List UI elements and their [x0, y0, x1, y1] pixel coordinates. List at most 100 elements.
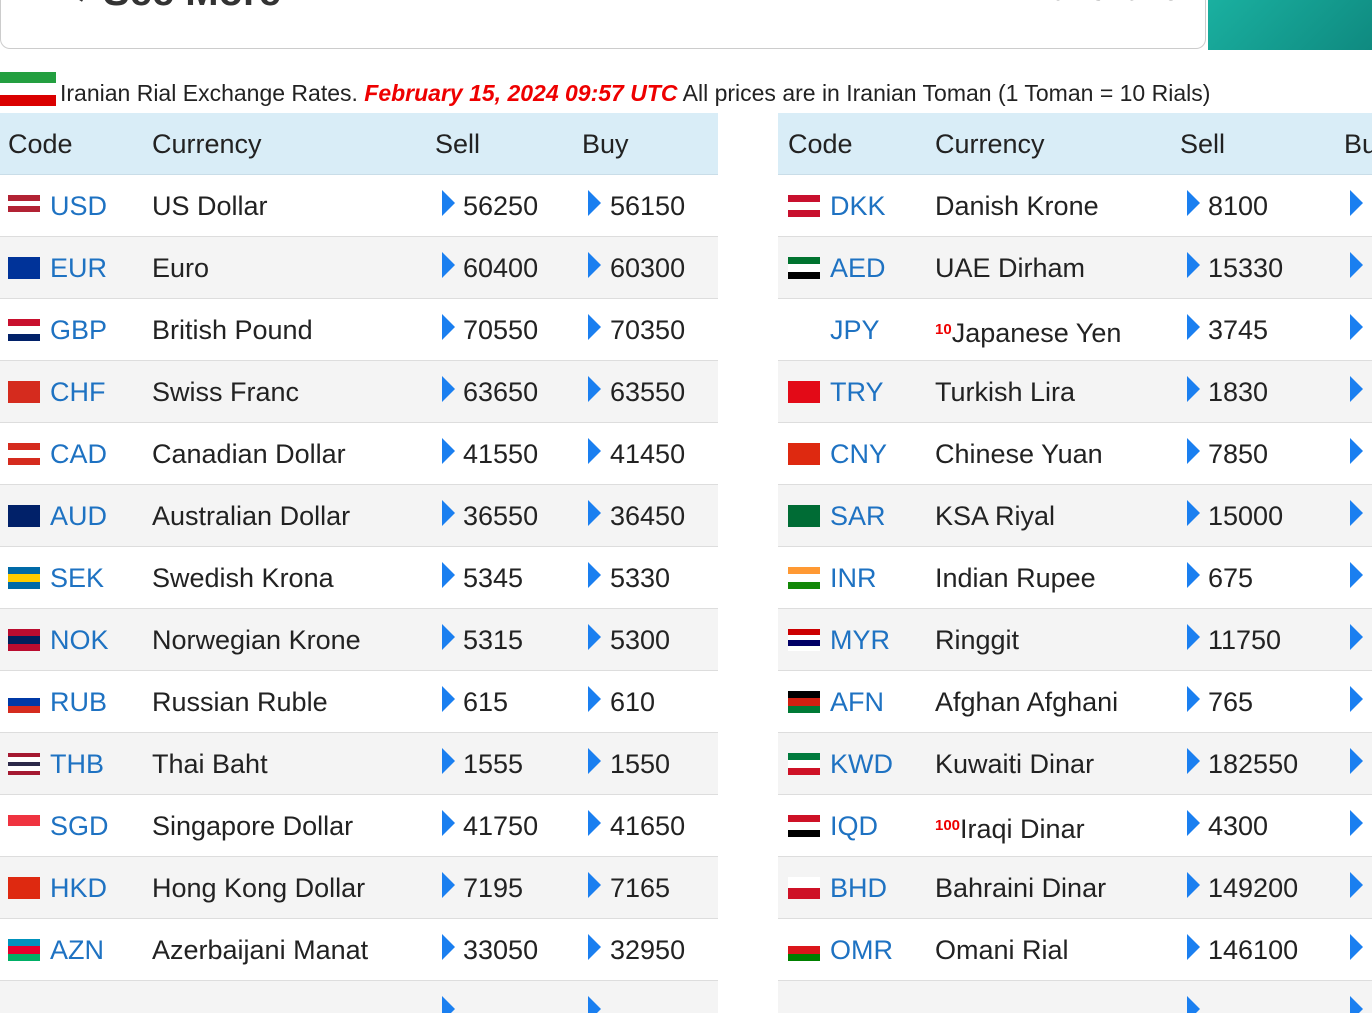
flag-stripe: [8, 761, 40, 767]
currency-label: Swiss Franc: [152, 377, 300, 407]
currency-code[interactable]: AUD: [50, 501, 108, 531]
flag-stripe: [8, 766, 40, 771]
currency-code[interactable]: USD: [50, 191, 108, 221]
currency-code[interactable]: JPY: [830, 315, 880, 345]
currency-code[interactable]: CNY: [830, 439, 888, 469]
trend-arrow: [442, 376, 455, 402]
currency-label: Norwegian Krone: [152, 625, 361, 655]
flag: [8, 257, 40, 279]
currency-label: Omani Rial: [935, 935, 1069, 965]
flag-stripe: [8, 200, 40, 206]
buy-price: 610: [610, 687, 656, 717]
flag-stripe: [788, 319, 820, 330]
currency-name: Bahraini Dinar: [935, 857, 1106, 919]
currency-code[interactable]: HKD: [50, 873, 108, 903]
flag: [788, 319, 820, 341]
currency-label: Kuwaiti Dinar: [935, 749, 1095, 779]
currency-code[interactable]: DKK: [830, 191, 886, 221]
currency-code[interactable]: AFN: [830, 687, 884, 717]
currency-code[interactable]: BHD: [830, 873, 888, 903]
flag-stripe: [788, 822, 820, 830]
trend-arrow: [1187, 438, 1200, 464]
sell-price: 7850: [1208, 439, 1269, 469]
currency-label: Australian Dollar: [152, 501, 351, 531]
currency-code[interactable]: CHF: [50, 377, 106, 407]
currency-code[interactable]: GBP: [50, 315, 108, 345]
trend-arrow: [442, 810, 455, 836]
currency-name: Chinese Yuan: [935, 423, 1103, 485]
currency-label: Thai Baht: [152, 749, 268, 779]
currency-code[interactable]: TRY: [830, 377, 884, 407]
column-header: Sell: [435, 129, 481, 159]
currency-code[interactable]: SEK: [50, 563, 105, 593]
sell-price: 615: [463, 687, 509, 717]
buy-price: 63550: [610, 377, 686, 407]
flag: [788, 877, 820, 899]
currency-code[interactable]: IQD: [830, 811, 879, 841]
flag-stripe: [8, 457, 40, 465]
flag: [8, 877, 40, 899]
currency-code[interactable]: OMR: [830, 935, 893, 965]
currency-code[interactable]: INR: [830, 563, 877, 593]
flag: [8, 815, 40, 837]
flag-stripe: [8, 319, 40, 327]
trend-arrow: [442, 934, 455, 960]
currency-code[interactable]: KWD: [830, 749, 893, 779]
currency-label: Canadian Dollar: [152, 439, 346, 469]
currency-label: KSA Riyal: [935, 501, 1056, 531]
trend-arrow: [1350, 934, 1363, 960]
header-row: Code Currency Sell Buy: [0, 113, 718, 175]
currency-code[interactable]: AED: [830, 253, 886, 283]
currency-label: Chinese Yuan: [935, 439, 1103, 469]
sell-price: 5315: [463, 625, 524, 655]
currency-code[interactable]: EUR: [50, 253, 108, 283]
flag: [788, 629, 820, 651]
sell-price: 149200: [1208, 873, 1299, 903]
flag-stripe: [788, 698, 820, 706]
back-link[interactable]: See More: [103, 0, 281, 15]
flag-stripe: [8, 757, 40, 762]
rates-table: Code Currency Sell Buy DKK Danish Krone 8100 AE…: [778, 113, 1372, 1013]
currency-name: US Dollar: [152, 175, 268, 237]
column-header: Code: [788, 129, 853, 159]
flag: [8, 939, 40, 961]
flag-stripe: [788, 330, 820, 341]
trend-arrow: [442, 624, 455, 650]
trend-arrow: [442, 438, 455, 464]
currency-code[interactable]: NOK: [50, 625, 109, 655]
currency-code[interactable]: THB: [50, 749, 104, 779]
currency-name: Swedish Krona: [152, 547, 334, 609]
currency-code[interactable]: SGD: [50, 811, 109, 841]
table-row: OMR Omani Rial 146100: [778, 919, 1372, 981]
flag-stripe: [788, 567, 820, 575]
currency-name: Australian Dollar: [152, 485, 350, 547]
top-bar: See More Alanchand: [0, 0, 1206, 49]
sell-price: 1830: [1208, 377, 1269, 407]
sell-price: 675: [1208, 563, 1254, 593]
flag-stripe: [8, 443, 40, 451]
table-row: CHF Swiss Franc 63650 63550: [0, 361, 718, 423]
flag: [788, 443, 820, 465]
currency-code[interactable]: RUB: [50, 687, 108, 717]
currency-name: Omani Rial: [935, 919, 1069, 981]
currency-code[interactable]: SAR: [830, 501, 886, 531]
currency-code[interactable]: CAD: [50, 439, 108, 469]
trend-arrow: [1350, 190, 1363, 216]
flag-stripe: [788, 629, 820, 635]
currency-code[interactable]: AZN: [50, 935, 104, 965]
table-row: SAR KSA Riyal 15000: [778, 485, 1372, 547]
buy-price: 60300: [610, 253, 686, 283]
currency-code[interactable]: MYR: [830, 625, 890, 655]
trend-arrow: [588, 438, 601, 464]
trend-arrow: [442, 190, 455, 216]
flag-stripe: [8, 939, 40, 947]
table-row: MYR Ringgit 11750: [778, 609, 1372, 671]
unit-multiplier: 100: [935, 817, 961, 834]
flag-stripe: [8, 636, 40, 644]
buy-price: 41650: [610, 811, 686, 841]
trend-arrow: [588, 686, 601, 712]
trend-arrow: [1187, 686, 1200, 712]
buy-price: 32950: [610, 935, 686, 965]
table-row: AED UAE Dirham 15330: [778, 237, 1372, 299]
sell-price: 41550: [463, 439, 539, 469]
